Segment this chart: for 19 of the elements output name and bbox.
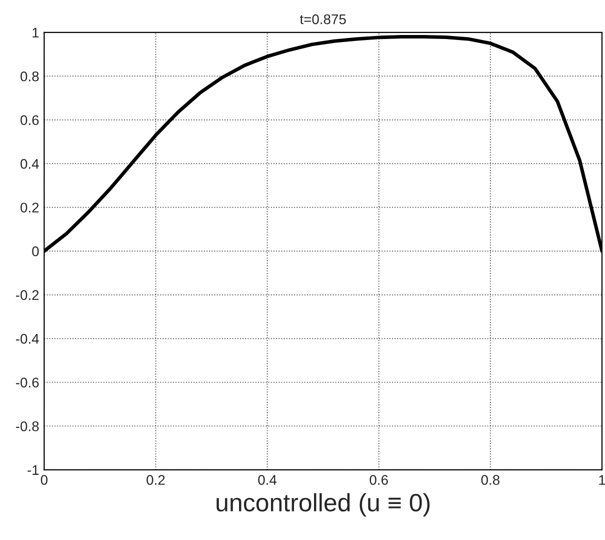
y-tick-label: -0.6 xyxy=(16,378,39,388)
x-tick-label: 0.4 xyxy=(258,475,277,485)
x-tick-label: 0.2 xyxy=(146,475,165,485)
y-tick-label: -0.8 xyxy=(16,421,39,432)
x-tick-label: 0.8 xyxy=(481,475,500,485)
x-tick-label: 1 xyxy=(599,475,605,485)
y-tick-label: 0.2 xyxy=(20,202,39,213)
y-tick-label: 1 xyxy=(32,28,39,38)
y-tick-label: 0.8 xyxy=(20,71,39,82)
y-tick-label: 0.4 xyxy=(20,158,39,169)
chart-title: t=0.875 xyxy=(300,14,346,24)
y-tick-label: -1 xyxy=(28,465,39,475)
y-tick-label: 0.6 xyxy=(20,115,39,126)
x-tick-label: 0 xyxy=(40,475,48,485)
x-axis-title: uncontrolled (u ≡ 0) xyxy=(216,493,430,516)
y-tick-label: -0.4 xyxy=(16,334,39,344)
y-tick-label: -0.2 xyxy=(16,290,39,300)
y-tick-label: 0 xyxy=(32,246,39,256)
x-tick-label: 0.6 xyxy=(370,475,388,485)
